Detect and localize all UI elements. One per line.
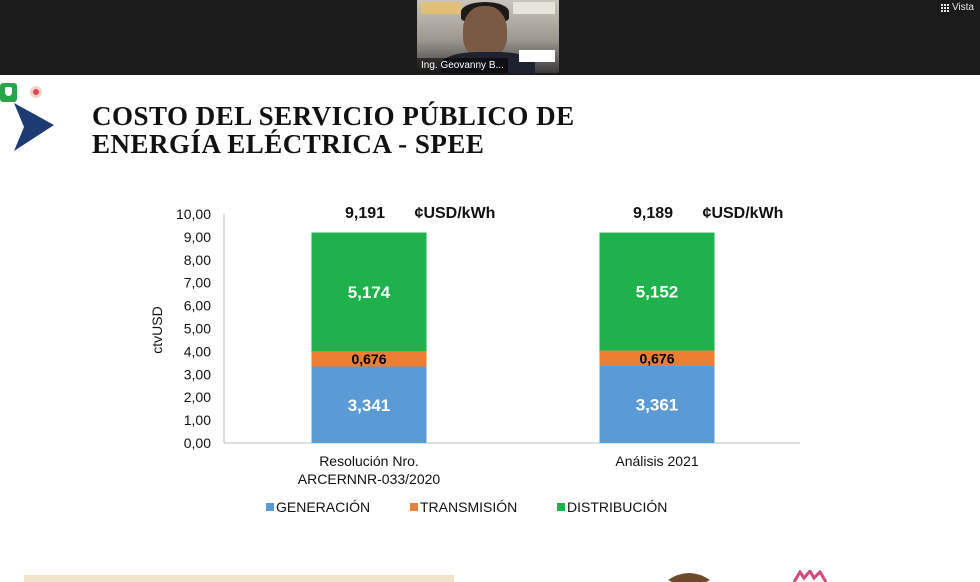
view-button-label: Vista (951, 2, 974, 13)
total-value-label: 9,189 (633, 205, 673, 222)
category-label-line2: ARCERNNR-033/2020 (298, 471, 441, 487)
y-tick-label: 5,00 (184, 321, 211, 337)
y-tick-label: 0,00 (184, 435, 211, 451)
slide-title-line2: ENERGÍA ELÉCTRICA - SPEE (92, 129, 485, 159)
video-backdrop-logo (519, 50, 555, 62)
y-tick-label: 4,00 (184, 343, 211, 359)
grid-view-icon (940, 3, 949, 12)
bar-segment (311, 351, 427, 367)
bar-segment (311, 232, 427, 352)
coat-of-arms-icon (668, 573, 710, 582)
y-tick-label: 1,00 (184, 412, 211, 428)
video-logo-left (421, 2, 461, 14)
data-label: 3,361 (636, 396, 679, 415)
data-label: 5,174 (348, 283, 391, 302)
y-tick-label: 9,00 (184, 229, 211, 245)
y-tick-label: 6,00 (184, 298, 211, 314)
data-label: 3,341 (348, 396, 391, 415)
y-tick-label: 2,00 (184, 389, 211, 405)
footer-banner (24, 575, 454, 582)
total-value-label: 9,191 (345, 205, 385, 222)
legend-swatch (410, 503, 418, 511)
y-tick-label: 10,00 (176, 206, 211, 222)
legend-label: GENERACIÓN (276, 499, 370, 515)
y-tick-label: 7,00 (184, 275, 211, 291)
legend-swatch (557, 503, 565, 511)
bar-segment (599, 350, 715, 367)
y-tick-label: 3,00 (184, 366, 211, 382)
category-label: Resolución Nro. (319, 453, 419, 469)
view-button[interactable]: Vista (940, 2, 974, 13)
y-axis-title: ctvUSD (149, 306, 165, 353)
institution-mark-icon (792, 570, 828, 582)
category-label: Análisis 2021 (615, 453, 698, 469)
data-label: 5,152 (636, 283, 679, 302)
brand-logo-icon (14, 103, 54, 151)
bar-segment (311, 366, 427, 443)
slide-title: COSTO DEL SERVICIO PÚBLICO DE ENERGÍA EL… (92, 102, 575, 158)
y-tick-label: 8,00 (184, 252, 211, 268)
data-label: 0,676 (639, 350, 674, 366)
slide-title-line1: COSTO DEL SERVICIO PÚBLICO DE (92, 101, 575, 131)
total-unit-label: ¢USD/kWh (415, 205, 496, 222)
participant-video-tile[interactable]: Ing. Geovanny B... (417, 0, 559, 73)
data-label: 0,676 (351, 351, 386, 367)
legend-label: DISTRIBUCIÓN (567, 499, 667, 515)
participant-face (463, 6, 507, 58)
security-shield-icon[interactable] (0, 83, 17, 102)
bar-segment (599, 366, 715, 443)
legend-swatch (266, 503, 274, 511)
record-icon[interactable] (30, 86, 42, 98)
participant-name-label: Ing. Geovanny B... (417, 58, 508, 73)
legend-label: TRANSMISIÓN (420, 499, 517, 515)
total-unit-label: ¢USD/kWh (703, 205, 784, 222)
bar-segment (599, 232, 715, 351)
video-logo-right (513, 2, 555, 14)
meeting-top-bar: Ing. Geovanny B... Vista (0, 0, 980, 75)
